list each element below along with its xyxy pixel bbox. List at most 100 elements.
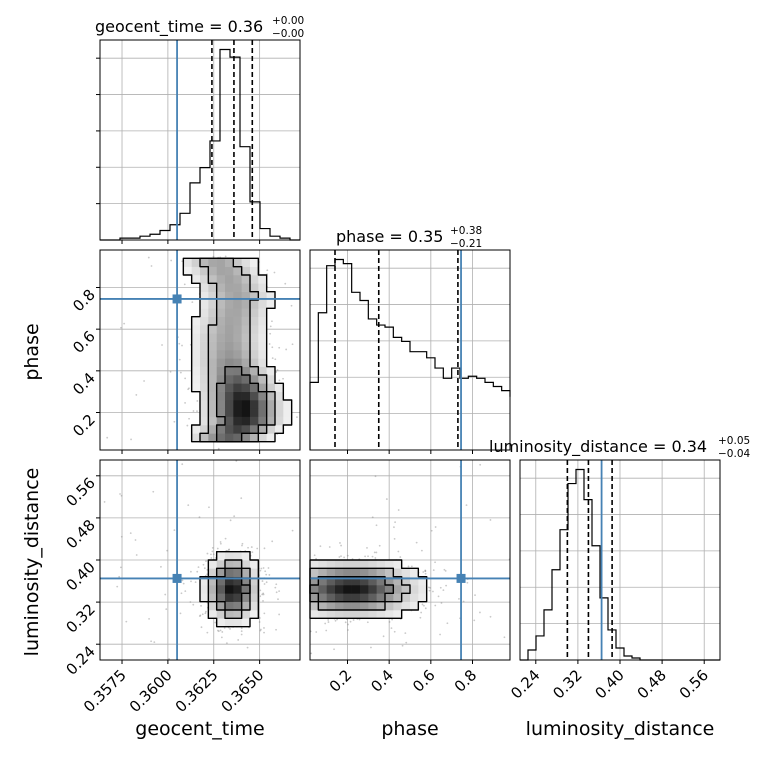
sample-point xyxy=(444,569,447,572)
sample-point xyxy=(216,629,219,632)
density-cell xyxy=(360,576,369,586)
sample-point xyxy=(182,582,185,585)
density-cell xyxy=(241,325,251,334)
sample-point xyxy=(160,565,162,568)
sample-point xyxy=(216,547,219,550)
sample-point xyxy=(229,628,231,630)
sample-point xyxy=(219,542,222,545)
sample-point xyxy=(315,557,317,560)
sample-point xyxy=(375,524,378,527)
density-cell xyxy=(208,325,217,334)
density-cell xyxy=(233,560,242,569)
density-cell xyxy=(225,433,234,442)
sample-point xyxy=(191,301,194,304)
title-minus-phase: −0.21 xyxy=(450,238,482,250)
density-cell xyxy=(233,585,242,594)
density-cell xyxy=(200,366,209,376)
density-cell xyxy=(225,266,234,276)
sample-point xyxy=(240,633,243,636)
density-cell xyxy=(275,400,284,409)
density-cell xyxy=(200,400,209,409)
density-cells xyxy=(200,551,259,627)
sample-point xyxy=(333,648,335,651)
density-cell xyxy=(310,576,319,586)
y-tick-label-phase: 0.4 xyxy=(69,369,99,399)
density-cell xyxy=(258,300,267,309)
density-cell xyxy=(216,366,226,376)
sample-point xyxy=(225,642,228,644)
y-tick-label-luminosity_distance: 0.56 xyxy=(62,474,98,510)
x-tick-label-phase: 0.4 xyxy=(367,666,397,696)
x-tick-label-luminosity_distance: 0.48 xyxy=(634,666,670,702)
density-cell xyxy=(258,400,267,409)
sample-point xyxy=(205,610,207,613)
density-cell xyxy=(401,601,411,611)
sample-point xyxy=(263,547,266,550)
sample-point xyxy=(261,593,264,596)
density-cell xyxy=(233,358,242,367)
density-cell xyxy=(216,291,226,301)
density-cell xyxy=(250,408,259,417)
density-cell xyxy=(283,400,292,409)
density-cell xyxy=(410,585,419,594)
sample-point xyxy=(346,554,349,557)
sample-point xyxy=(120,326,122,329)
density-cell xyxy=(393,601,402,611)
sample-point xyxy=(214,621,217,624)
sample-point xyxy=(259,569,262,572)
density-cell xyxy=(233,568,242,577)
density-cell xyxy=(191,350,201,359)
density-cell xyxy=(326,568,336,577)
histogram-step-geocent_time xyxy=(100,48,300,241)
density-cell xyxy=(258,366,267,376)
sample-point xyxy=(422,571,425,573)
sample-point xyxy=(188,417,190,420)
sample-point xyxy=(390,627,393,630)
density-cell xyxy=(216,610,226,619)
sample-point xyxy=(269,325,272,328)
density-cell xyxy=(200,433,209,442)
xlabel-geocent_time: geocent_time xyxy=(135,718,264,740)
density-cell xyxy=(376,601,386,611)
sample-point xyxy=(259,595,262,598)
density-cell xyxy=(351,576,361,586)
density-cell xyxy=(225,400,234,409)
density-cell xyxy=(250,258,259,267)
sample-point xyxy=(271,540,274,543)
sample-point xyxy=(150,640,153,643)
sample-point xyxy=(206,552,209,555)
density-cell xyxy=(208,568,217,577)
sample-point xyxy=(432,569,435,572)
sample-point xyxy=(161,344,163,346)
density-cell xyxy=(326,560,336,569)
title-plus-luminosity_distance: +0.05 xyxy=(718,435,750,447)
sample-point xyxy=(125,620,128,623)
sample-point xyxy=(434,604,437,607)
sample-point xyxy=(170,259,173,262)
sample-point xyxy=(275,583,278,586)
contour-level xyxy=(309,575,395,603)
sample-point xyxy=(178,358,181,361)
sample-point xyxy=(284,282,287,285)
y-tick-label-luminosity_distance: 0.40 xyxy=(62,558,98,594)
sample-point xyxy=(393,526,395,529)
sample-point xyxy=(263,583,266,585)
sample-point xyxy=(462,600,465,603)
sample-point xyxy=(181,579,184,582)
sample-point xyxy=(474,594,476,597)
density-cell xyxy=(216,383,226,392)
sample-point xyxy=(119,566,122,569)
sample-point xyxy=(273,271,276,274)
sample-point xyxy=(147,256,150,259)
density-cell xyxy=(368,568,377,577)
axes-frame xyxy=(309,249,511,451)
sample-point xyxy=(439,586,442,589)
density-cell xyxy=(216,275,226,284)
density-cell xyxy=(241,601,251,611)
sample-point xyxy=(220,636,223,639)
sample-point xyxy=(212,553,215,556)
sample-point xyxy=(241,544,243,547)
sample-point xyxy=(199,614,202,617)
